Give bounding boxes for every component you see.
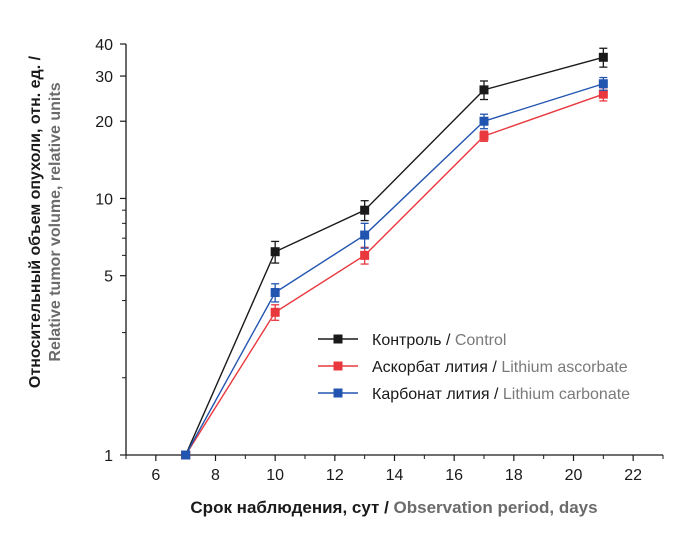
data-point [598, 79, 608, 89]
legend-label-ru: Карбонат лития / [372, 386, 503, 403]
y-tick-label: 10 [95, 191, 113, 208]
legend-label: Карбонат лития / Lithium carbonate [372, 386, 630, 403]
x-axis-title: Срок наблюдения, сут / Observation perio… [190, 498, 597, 517]
data-point [360, 250, 370, 260]
legend-label-ru: Контроль / [372, 332, 455, 349]
y-axis-ticks: 1 5 10 20 30 40 [95, 37, 126, 465]
legend-label: Аскорбат лития / Lithium ascorbate [372, 359, 628, 376]
y-tick-label: 1 [104, 448, 113, 465]
data-point [598, 52, 608, 62]
x-axis-title-en: Observation period, days [394, 498, 598, 517]
y-tick-label: 20 [95, 114, 113, 131]
series-layer [181, 47, 608, 460]
legend-marker [333, 388, 343, 398]
data-point [360, 205, 370, 215]
data-point [270, 287, 280, 297]
x-axis-title-ru: Срок наблюдения, сут / [190, 498, 393, 517]
legend-marker [333, 334, 343, 344]
data-point [479, 116, 489, 126]
legend: Контроль / Control Аскорбат лития / Lithi… [318, 332, 630, 403]
x-tick-label: 20 [565, 467, 583, 484]
data-point [270, 307, 280, 317]
data-point [479, 85, 489, 95]
legend-label: Контроль / Control [372, 332, 506, 349]
x-tick-label: 12 [326, 467, 344, 484]
y-axis-title-en: Relative tumor volume, relative units [47, 82, 64, 361]
legend-label-en: Control [455, 332, 507, 349]
data-point [270, 247, 280, 257]
data-point [598, 89, 608, 99]
x-tick-label: 16 [445, 467, 463, 484]
series-control [181, 47, 608, 460]
x-tick-label: 6 [151, 467, 160, 484]
y-tick-label: 5 [104, 269, 113, 286]
series-lithium-carbonate [181, 76, 608, 460]
y-tick-label: 30 [95, 69, 113, 86]
legend-marker [333, 361, 343, 371]
x-tick-label: 10 [266, 467, 284, 484]
x-tick-label: 14 [386, 467, 404, 484]
series-lithium-ascorbate [181, 87, 608, 460]
legend-label-en: Lithium ascorbate [501, 359, 627, 376]
x-tick-label: 8 [211, 467, 220, 484]
y-tick-label: 40 [95, 37, 113, 54]
x-axis-ticks: 6 8 10 12 14 16 18 20 22 [125, 455, 664, 484]
y-axis-title-ru: Относительный объем опухоли, отн. ед. / [27, 55, 44, 388]
x-tick-label: 18 [505, 467, 523, 484]
legend-label-en: Lithium carbonate [503, 386, 630, 403]
x-tick-label: 22 [624, 467, 642, 484]
legend-label-ru: Аскорбат лития / [372, 359, 501, 376]
data-point [479, 131, 489, 141]
data-point [181, 450, 191, 460]
data-point [360, 230, 370, 240]
